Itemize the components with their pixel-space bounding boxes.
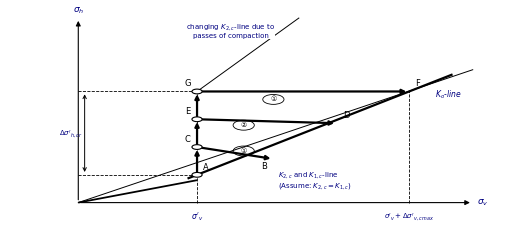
Text: $\sigma'_v + \Delta\sigma'_{v,cmax}$: $\sigma'_v + \Delta\sigma'_{v,cmax}$ [384,211,434,221]
Text: $\sigma_h$: $\sigma_h$ [73,6,84,16]
Text: B: B [261,162,267,171]
Text: E: E [185,107,191,116]
Text: $\sigma_v$: $\sigma_v$ [477,197,489,208]
Text: $\Delta\sigma'_{h,cr}$: $\Delta\sigma'_{h,cr}$ [59,128,83,139]
Text: ①: ① [270,96,276,102]
Text: changing $K_{2,c}$-line due to
passes of compaction: changing $K_{2,c}$-line due to passes of… [187,22,275,39]
Text: D: D [343,111,350,120]
Text: ②: ② [241,122,247,128]
Text: G: G [184,80,191,89]
Text: ①: ① [241,148,247,154]
Circle shape [192,89,202,94]
Text: $K_o$-line: $K_o$-line [434,89,461,101]
Circle shape [192,145,202,149]
Text: $\sigma'_v$: $\sigma'_v$ [191,211,203,223]
Circle shape [192,173,202,177]
Text: A: A [203,163,209,172]
Text: C: C [185,135,191,144]
Text: F: F [415,80,421,89]
Text: $K_{2,c}$ and $K_{1,c}$-line
(Assume: $K_{2,c} = K_{1,c}$): $K_{2,c}$ and $K_{1,c}$-line (Assume: $K… [277,170,352,191]
Circle shape [192,117,202,122]
